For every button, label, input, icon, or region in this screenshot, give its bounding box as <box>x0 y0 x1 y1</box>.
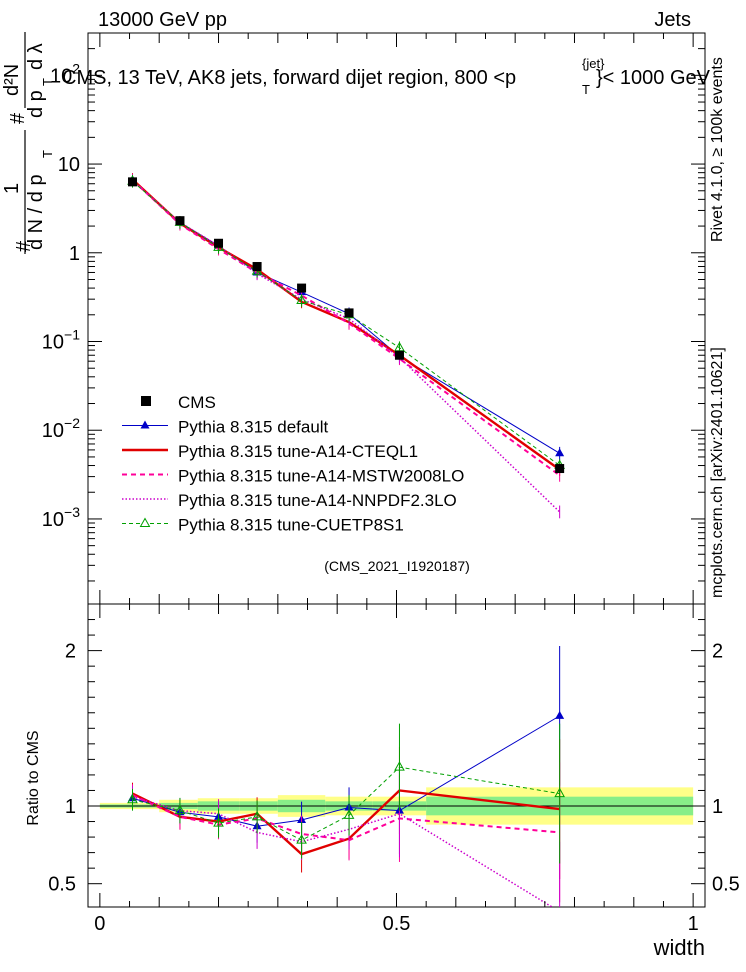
plot-title-subscript: T <box>582 82 590 97</box>
ylabel-d2N: d²N <box>1 64 23 96</box>
ylabel-dlambda: d λ <box>25 43 47 70</box>
main-ytick-label: 10−3 <box>42 504 80 531</box>
ylabel-sub-T-2: T <box>40 78 55 86</box>
main-ytick-label: 102 <box>50 60 80 87</box>
cms-data-point <box>555 464 565 474</box>
legend-label-3: Pythia 8.315 tune-A14-NNPDF2.3LO <box>178 491 457 510</box>
legend-cms-label: CMS <box>178 393 216 412</box>
main-y-axis-label: # 1 d N / d p T # d²N d p T d λ <box>1 32 55 254</box>
main-series-marker <box>555 448 565 457</box>
legend-label-2: Pythia 8.315 tune-A14-MSTW2008LO <box>178 467 464 486</box>
ratio-plot-frame <box>87 603 706 908</box>
ratio-xtick-label: 0 <box>94 913 105 935</box>
cms-data-point <box>297 283 307 293</box>
main-series-line-1 <box>131 178 561 471</box>
ratio-ytick-label-right: 1 <box>712 796 723 818</box>
ratio-y-axis-label: Ratio to CMS <box>25 730 42 825</box>
ratio-series-marker <box>174 804 186 815</box>
plot-title: CMS, 13 TeV, AK8 jets, forward dijet reg… <box>62 67 516 89</box>
ratio-series-marker <box>555 710 565 719</box>
legend-label-0: Pythia 8.315 default <box>178 418 329 437</box>
plot-title-tail: }< 1000 GeV <box>596 67 711 89</box>
side-mcplots-label: mcplots.cern.ch [arXiv:2401.10621] <box>709 347 726 598</box>
cms-data-point <box>394 350 404 360</box>
ratio-plot-layer <box>88 645 705 907</box>
main-series-line-3 <box>131 180 561 513</box>
ylabel-one: 1 <box>1 183 23 194</box>
ratio-series-marker <box>213 817 224 827</box>
main-series-line-2 <box>131 179 561 477</box>
side-rivet-label: Rivet 4.1.0, ≥ 100k events <box>709 57 726 242</box>
ratio-series-line-4 <box>132 766 560 841</box>
legend: CMS Pythia 8.315 default Pythia 8.315 tune… <box>122 393 464 535</box>
ylabel-dp: d p <box>25 90 47 118</box>
ratio-series-marker <box>554 787 566 798</box>
ratio-ytick-label-left: 1 <box>65 796 76 818</box>
header-left-label: 13000 GeV pp <box>98 9 227 31</box>
main-plot-layer <box>127 173 566 519</box>
legend-label-1: Pythia 8.315 tune-A14-CTEQL1 <box>178 442 418 461</box>
ratio-ytick-label-right: 0.5 <box>712 874 740 896</box>
main-ytick-label: 10−2 <box>42 415 80 442</box>
ylabel-hash-2: # <box>7 112 29 124</box>
ratio-ytick-label-left: 2 <box>65 641 76 663</box>
ratio-series-marker <box>394 761 405 771</box>
ratio-series-marker <box>251 810 263 821</box>
ylabel-dN-dpT: d N / d p <box>25 174 47 250</box>
header-right-label: Jets <box>654 9 691 31</box>
main-ytick-label: 1 <box>69 243 80 265</box>
ratio-series-marker <box>343 809 355 819</box>
legend-cms-marker <box>141 396 151 406</box>
legend-marker-0 <box>140 420 150 429</box>
plot-title-main: CMS, 13 TeV, AK8 jets, forward dijet reg… <box>62 67 516 89</box>
legend-label-4: Pythia 8.315 tune-CUETP8S1 <box>178 516 404 535</box>
ratio-xtick-label: 1 <box>688 913 699 935</box>
axes-layer: 10−3 10−2 10−1 1 10 102 0 0.5 1 0.5 0.5 1 1 2 2 <box>42 32 740 935</box>
analysis-watermark: (CMS_2021_I1920187) <box>324 558 470 574</box>
ratio-xtick-label: 0.5 <box>383 913 411 935</box>
cms-data-point <box>252 262 262 272</box>
ratio-series-group-4 <box>127 723 566 864</box>
x-axis-label: width <box>653 935 705 960</box>
ratio-series-line-0 <box>132 715 560 827</box>
cms-data-point <box>175 216 185 226</box>
ratio-series-line-2 <box>132 794 560 842</box>
ratio-ytick-label-left: 0.5 <box>48 874 76 896</box>
main-ytick-label: 10 <box>58 154 80 176</box>
ylabel-sub-T-1: T <box>40 150 55 158</box>
cms-data-point <box>127 177 137 187</box>
main-series-marker <box>296 294 307 304</box>
cms-data-point <box>214 238 224 248</box>
ratio-series-marker <box>127 793 138 804</box>
plot-title-superscript: {jet} <box>582 56 605 71</box>
main-ytick-label: 10−1 <box>42 327 80 354</box>
ratio-series-marker <box>296 834 307 844</box>
ratio-ytick-label-right: 2 <box>712 641 723 663</box>
cms-data-point <box>344 308 354 318</box>
legend-marker-4 <box>139 517 151 527</box>
main-series-line-4 <box>132 180 560 466</box>
ylabel-hash-1: # <box>13 240 35 252</box>
